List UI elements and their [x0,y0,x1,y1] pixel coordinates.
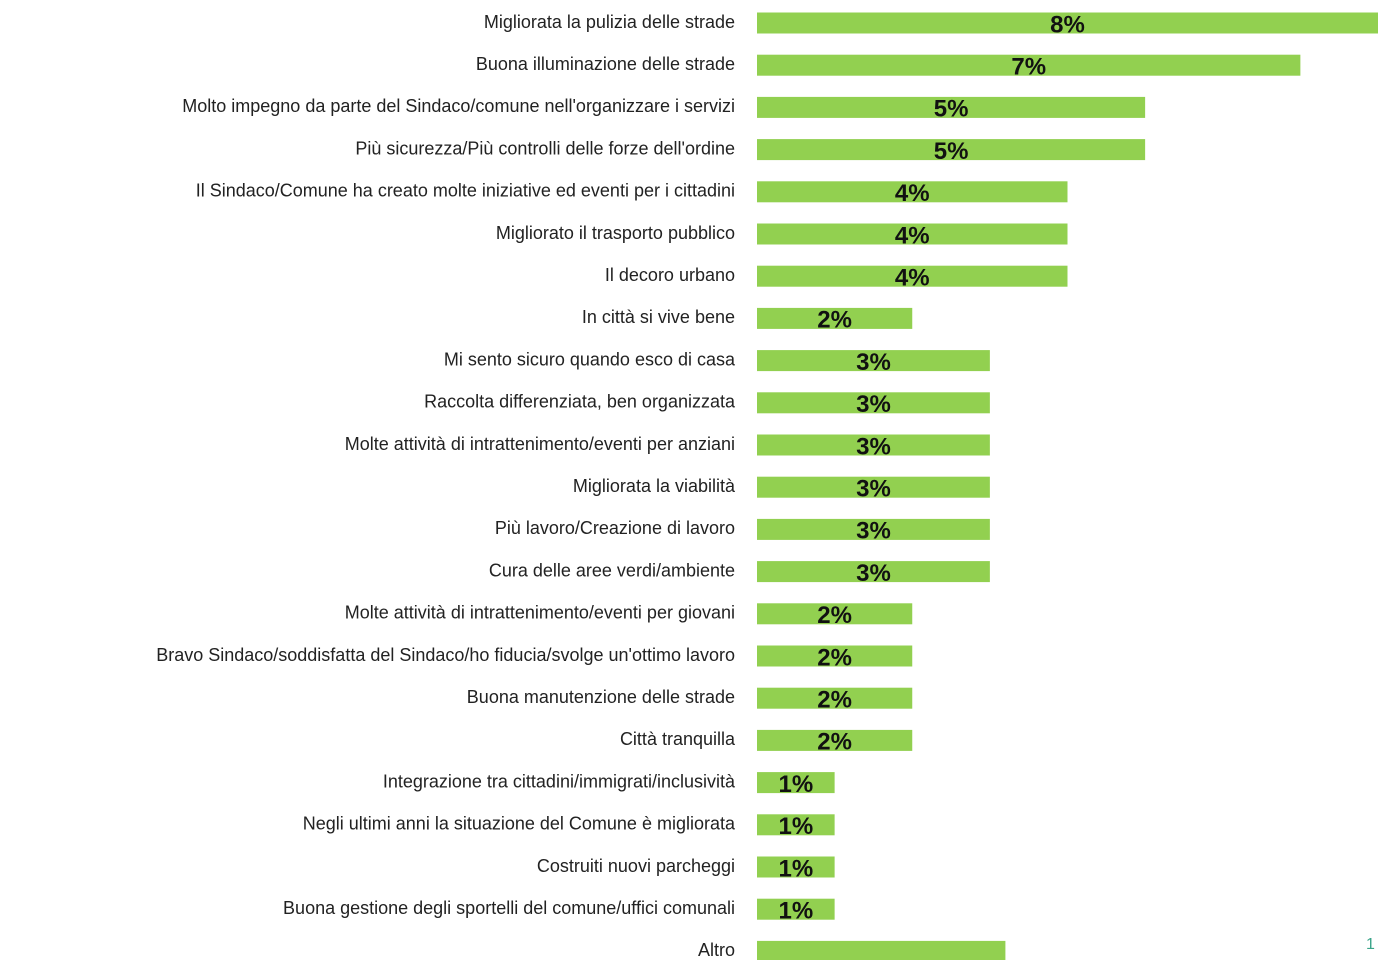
bar [757,12,1378,34]
bar [757,561,990,583]
value-label: 2% [817,729,852,756]
category-label: Raccolta differenziata, ben organizzata [424,392,736,412]
category-label: Più sicurezza/Più controlli delle forze … [355,138,735,158]
value-label: 4% [895,265,930,292]
category-label: Costruiti nuovi parcheggi [537,856,735,876]
category-label: Migliorata la viabilità [573,476,736,496]
category-label: Il decoro urbano [605,265,735,285]
category-label: Il Sindaco/Comune ha creato molte inizia… [196,181,735,201]
value-label: 1% [778,813,813,840]
category-label: Integrazione tra cittadini/immigrati/inc… [383,771,736,791]
bar [757,645,913,667]
value-label: 3% [856,476,891,503]
category-label: Cura delle aree verdi/ambiente [489,560,735,580]
value-label: 5% [934,96,969,123]
value-label: 2% [817,687,852,714]
value-label: 2% [817,602,852,629]
bar [757,729,913,751]
category-label: Molte attività di intrattenimento/eventi… [345,603,735,623]
value-label: 5% [934,138,969,165]
value-label: 2% [817,644,852,671]
category-label: In città si vive bene [582,307,735,327]
category-label: Buona illuminazione delle strade [476,54,735,74]
bar [757,940,1006,960]
value-label: 3% [856,391,891,418]
value-label: 3% [856,518,891,545]
category-label: Molte attività di intrattenimento/eventi… [345,434,735,454]
bar [757,54,1301,76]
bar [757,392,990,414]
bar [757,814,835,836]
category-label: Mi sento sicuro quando esco di casa [444,349,736,369]
value-label: 3% [856,433,891,460]
category-label: Altro [698,940,735,960]
bar [757,223,1068,245]
value-label: 1% [778,898,813,925]
bar [757,898,835,920]
category-label: Migliorato il trasporto pubblico [496,223,735,243]
category-label: Buona gestione degli sportelli del comun… [283,898,735,918]
value-label: 4% [895,222,930,249]
category-label: Molto impegno da parte del Sindaco/comun… [182,96,735,116]
value-label: 1% [778,855,813,882]
value-label: 7% [1011,54,1046,81]
value-label: 4% [895,180,930,207]
bar [757,687,913,709]
category-label: Migliorata la pulizia delle strade [484,12,735,32]
bar [757,603,913,625]
bar [757,434,990,456]
bar [757,476,990,498]
value-label: 1% [778,771,813,798]
bar [757,856,835,878]
category-label: Buona manutenzione delle strade [467,687,735,707]
bar [757,350,990,372]
bar [757,96,1146,118]
value-label: 3% [856,560,891,587]
category-label: Negli ultimi anni la situazione del Comu… [303,814,736,834]
value-label: 8% [1050,11,1085,38]
category-label: Bravo Sindaco/soddisfatta del Sindaco/ho… [156,645,735,665]
category-label: Più lavoro/Creazione di lavoro [495,518,735,538]
category-label: Città tranquilla [620,729,736,749]
page-number: 1 [1366,936,1375,953]
bar [757,181,1068,203]
value-label: 2% [817,307,852,334]
bar [757,307,913,329]
bar [757,139,1146,161]
bar [757,518,990,540]
bar [757,265,1068,287]
bar [757,772,835,794]
value-label: 3% [856,349,891,376]
